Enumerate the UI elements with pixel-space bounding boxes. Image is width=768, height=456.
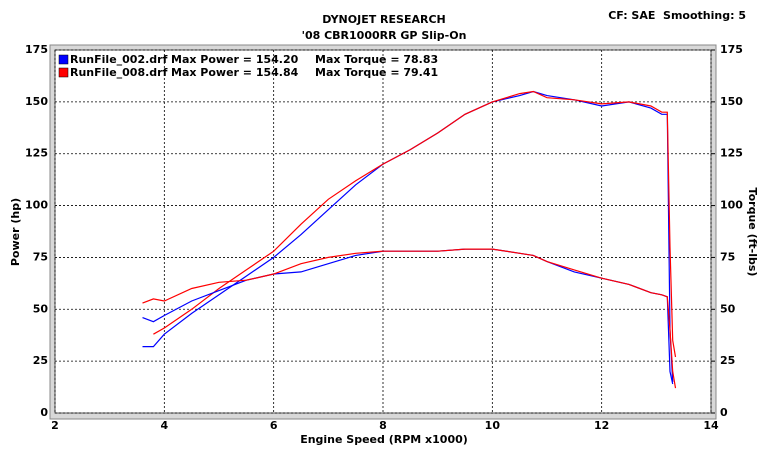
legend-name: RunFile_008.drf	[70, 66, 168, 79]
y2-tick-label: 50	[720, 302, 736, 315]
y2-tick-label: 150	[720, 95, 743, 108]
y-tick-label: 50	[33, 302, 49, 315]
y2-axis-label: Torque (ft-lbs)	[746, 188, 759, 277]
x-axis-label: Engine Speed (RPM x1000)	[300, 433, 468, 446]
legend-torque: Max Torque = 79.41	[315, 66, 438, 79]
x-tick-label: 4	[161, 419, 169, 432]
y-tick-label: 25	[33, 354, 48, 367]
chart-subtitle: '08 CBR1000RR GP Slip-On	[302, 29, 467, 42]
legend-swatch	[58, 54, 69, 65]
chart-title: DYNOJET RESEARCH	[322, 13, 445, 26]
y-tick-label: 0	[40, 406, 48, 419]
annotation: CF: SAE Smoothing: 5	[608, 9, 746, 22]
x-tick-label: 14	[703, 419, 719, 432]
series-line	[153, 90, 677, 358]
legend-power: Max Power = 154.84	[171, 66, 299, 79]
y-tick-label: 75	[33, 250, 48, 263]
y2-tick-label: 0	[720, 406, 728, 419]
y-axis-label: Power (hp)	[9, 198, 22, 266]
legend-power: Max Power = 154.20	[171, 53, 299, 66]
y-tick-label: 150	[25, 95, 48, 108]
y2-tick-label: 75	[720, 250, 735, 263]
legend-torque: Max Torque = 78.83	[315, 53, 438, 66]
y-tick-label: 100	[25, 199, 48, 212]
y-tick-label: 175	[25, 43, 48, 56]
x-tick-label: 10	[485, 419, 501, 432]
legend-name: RunFile_002.drf	[70, 53, 168, 66]
y2-tick-label: 25	[720, 354, 735, 367]
x-tick-label: 6	[270, 419, 278, 432]
y2-tick-label: 175	[720, 43, 743, 56]
x-tick-label: 2	[51, 419, 59, 432]
x-tick-label: 8	[379, 419, 387, 432]
series-line	[142, 248, 677, 389]
y2-tick-label: 125	[720, 147, 743, 160]
legend-swatch	[58, 67, 69, 78]
y2-tick-label: 100	[720, 199, 743, 212]
x-tick-label: 12	[594, 419, 609, 432]
y-tick-label: 125	[25, 147, 48, 160]
